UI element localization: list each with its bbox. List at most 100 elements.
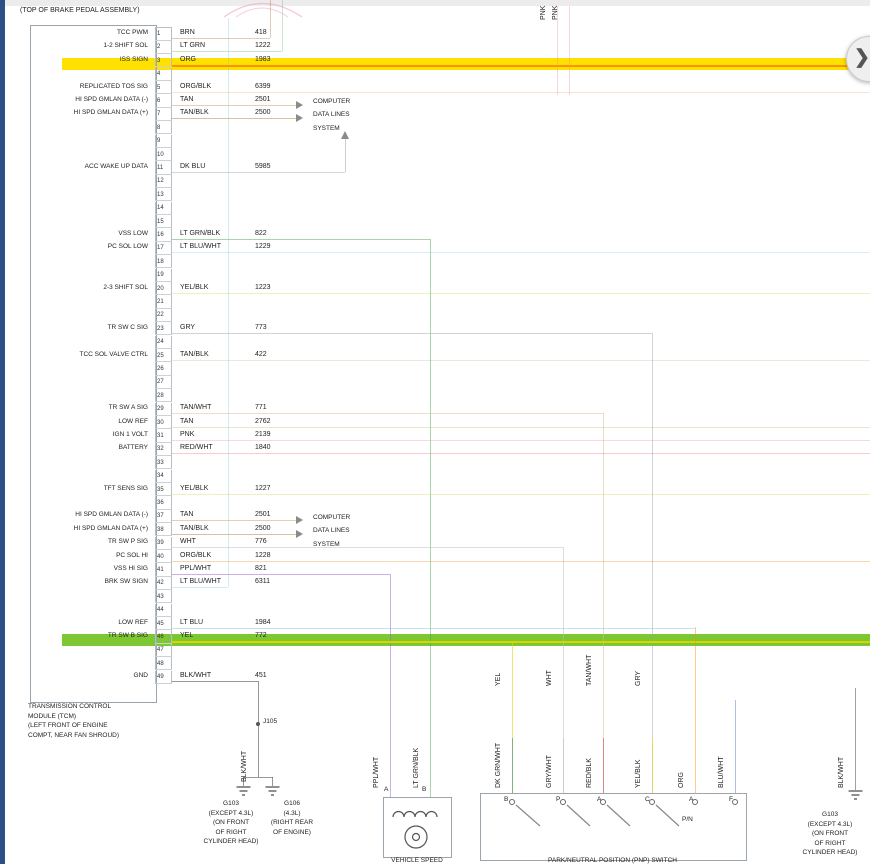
pin-number: 22 [157,312,164,319]
wire-segment-vertical [563,738,564,793]
pin-number-cell [155,174,172,189]
ground-symbol [848,790,863,800]
wire-line [172,533,296,535]
pin-number-cell [155,362,172,376]
circuit-number: 776 [255,538,267,546]
wire-segment-vertical [695,627,696,793]
pin-function-label: PC SOL HI [116,551,148,559]
wire-color-label: ORG/BLK [180,82,212,90]
vehicle-speed-sensor-internals [392,810,438,849]
pin-number: 2 [157,44,161,51]
wire-color-label: LT GRN [180,42,206,50]
pin-number: 19 [157,272,164,279]
pin-number: 35 [157,486,164,493]
computer-data-lines-block: COMPUTER DATA LINES SYSTEM [313,511,350,551]
circuit-number: 773 [255,323,267,331]
pin-number-cell [155,496,172,510]
data-lines-text: SYSTEM [313,124,340,132]
circuit-number: 2500 [255,524,271,532]
pin-number-cell [155,657,172,671]
top-edge-bar [5,0,870,6]
pin-function-label: TCC SOL VALVE CTRL [79,350,148,358]
pin-number-cell [155,214,172,229]
wire-line [172,440,870,441]
ground-stub [272,777,273,786]
pnp-pin-letter: C [645,796,650,803]
pin-function-label: REPLICATED TOS SIG [79,82,148,90]
chevron-right-icon: ❯ [854,47,870,68]
pin-number: 6 [157,98,161,104]
pin-number-cell [155,241,172,256]
wire-color-label: DK BLU [180,163,206,170]
wire-color-label: TAN/BLK [180,350,209,358]
pin-function-label: IGN 1 VOLT [112,431,148,438]
wire-color-label: YEL [180,632,194,639]
circuit-number: 1222 [255,42,271,50]
wire-label-vertical: DK GRN/WHT [495,742,502,788]
pin-number-cell [155,482,172,497]
wire-line-vertical [258,681,259,777]
pin-number: 24 [157,339,164,346]
circuit-number: 772 [255,632,267,639]
pin-number-cell [155,576,172,591]
pin-function-label: ISS SIGN [119,55,148,63]
pin-number-cell [155,188,172,202]
wire-line-vertical [430,239,431,797]
ground-label-line: (ON FRONT [212,819,250,826]
pin-number: 46 [157,634,164,640]
pin-function-label: HI SPD GMLAN DATA (-) [75,96,148,103]
data-line-arrow-icon [296,114,303,123]
wire-line [172,51,282,53]
pin-number: 41 [157,567,164,573]
pin-number-cell [155,536,172,550]
wire-color-label: LT BLU/WHT [180,243,221,251]
pin-number-cell [155,40,172,55]
pin-number-cell [155,255,172,269]
wire-line [172,172,345,173]
circuit-number: 1228 [255,551,271,559]
wire-line [172,332,652,334]
circuit-number: 2501 [255,96,271,103]
pin-number: 26 [157,366,164,372]
pin-number: 31 [157,433,164,439]
pin-number-cell [155,228,172,242]
next-page-button[interactable]: ❯ [846,36,870,82]
highlight-iss-wire[interactable] [62,57,870,70]
highlight-tr-sw-b-wire[interactable] [62,634,870,646]
pin-number: 32 [157,446,164,453]
pin-number: 43 [157,593,164,600]
pin-number-cell [155,563,172,577]
pin-number-cell [155,54,172,68]
pin-number: 40 [157,553,164,560]
pin-number-cell [155,590,172,604]
wire-color-label: GRY [180,323,196,331]
pnp-switch-box [480,793,747,861]
pin-number-cell [155,161,172,175]
tcm-label-line: (LEFT FRONT OF ENGINE [28,722,108,729]
circuit-number: 771 [255,404,267,412]
ground-label-line: (EXCEPT 4.3L) [807,820,853,828]
wire-label-vertical: BLK/WHT [838,756,845,788]
ground-label-line: CYLINDER HEAD) [203,838,259,845]
ground-symbol [236,786,251,796]
ground-label-line: CYLINDER HEAD) [802,849,858,856]
pin-number: 47 [157,647,164,654]
pin-strip-top-border [155,27,172,28]
pin-number-cell [155,402,172,416]
wire-color-label: LT BLU [180,618,204,626]
g103-left-label: G103 (EXCEPT 4.3L) (ON FRONT OF RIGHT CY… [198,799,264,847]
wire-segment-vertical [569,6,570,95]
pin-number: 28 [157,392,164,399]
ground-label-line: OF ENGINE) [273,828,311,836]
wire-line [172,453,870,455]
wire-line-vertical [345,139,346,172]
pin-number-cell [155,201,172,215]
wire-color-label: TAN [180,511,194,519]
pin-number: 45 [157,620,164,627]
tcm-label-line: COMPT, NEAR FAN SHROUD) [28,731,120,739]
data-lines-text: DATA LINES [313,111,350,119]
pin-number: 21 [157,299,164,305]
wire-label-vertical: BLK/WHT [241,750,248,782]
tcm-connector-box [30,25,157,703]
pin-number-cell [155,94,172,108]
